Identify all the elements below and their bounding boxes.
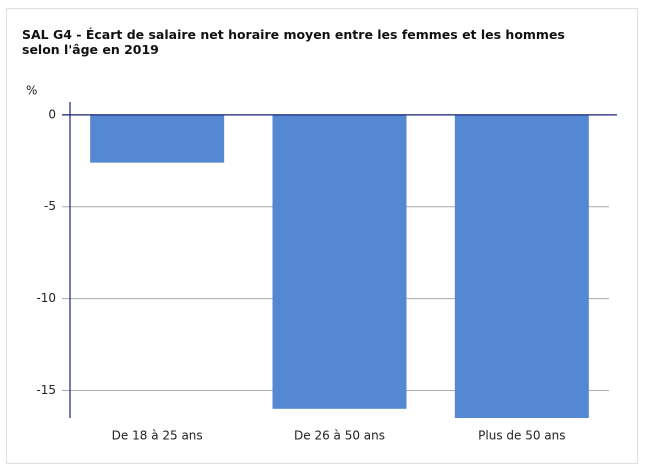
- x-tick-label: Plus de 50 ans: [478, 429, 565, 443]
- x-tick-label: De 26 à 50 ans: [294, 429, 385, 443]
- bar: [272, 114, 407, 409]
- y-tick-label: -10: [36, 291, 56, 305]
- x-tick-label: De 18 à 25 ans: [112, 429, 203, 443]
- y-tick-label: 0: [48, 107, 56, 121]
- bar: [454, 114, 589, 418]
- bar: [90, 114, 225, 163]
- chart-title: SAL G4 - Écart de salaire net horaire mo…: [22, 27, 565, 57]
- y-tick-label: -15: [36, 383, 56, 397]
- y-axis-label: %: [26, 84, 37, 98]
- y-tick-label: -5: [44, 199, 56, 213]
- chart-frame: [6, 8, 638, 464]
